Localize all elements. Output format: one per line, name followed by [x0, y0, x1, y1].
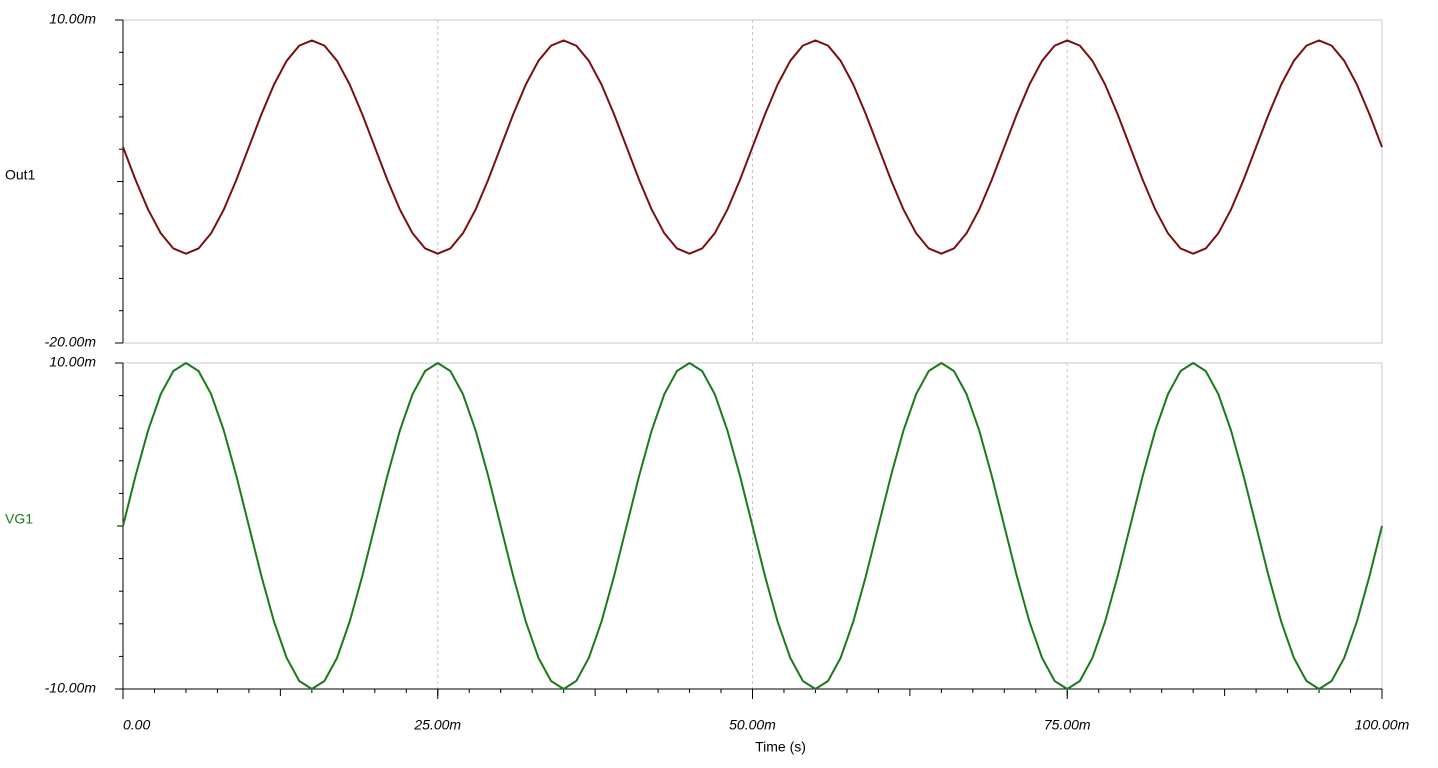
x-tick-label: 75.00m [1044, 717, 1091, 733]
y-tick-label: -20.00m [45, 334, 97, 350]
y-tick-label: -10.00m [45, 680, 97, 696]
x-tick-label: 0.00 [123, 717, 150, 733]
y-tick-label: 10.00m [49, 354, 96, 370]
x-tick-label: 100.00m [1355, 717, 1410, 733]
series-label: VG1 [5, 511, 33, 527]
x-axis-label: Time (s) [755, 739, 806, 755]
x-tick-label: 25.00m [413, 717, 461, 733]
series-line [122, 362, 1383, 690]
x-tick-label: 50.00m [729, 717, 776, 733]
series-label: Out1 [5, 167, 36, 183]
y-tick-label: 10.00m [49, 11, 96, 27]
series-line [122, 39, 1383, 255]
